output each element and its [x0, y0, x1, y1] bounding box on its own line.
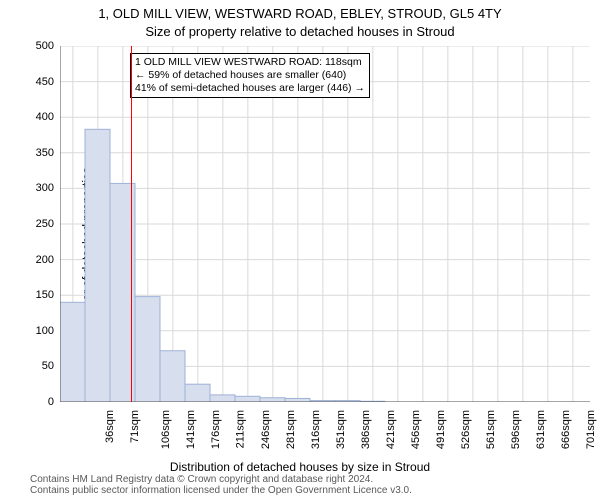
annotation-line-3: 41% of semi-detached houses are larger (…: [135, 82, 365, 95]
y-tick-label: 50: [24, 360, 54, 372]
x-tick-label: 596sqm: [510, 410, 522, 449]
x-tick-label: 106sqm: [160, 410, 172, 449]
x-tick-label: 281sqm: [285, 410, 297, 449]
annotation-box: 1 OLD MILL VIEW WESTWARD ROAD: 118sqm ← …: [130, 53, 370, 98]
y-tick-label: 250: [24, 218, 54, 230]
x-axis-label: Distribution of detached houses by size …: [0, 460, 600, 474]
x-tick-label: 386sqm: [360, 410, 372, 449]
y-tick-label: 400: [24, 111, 54, 123]
x-tick-label: 701sqm: [585, 410, 597, 449]
x-tick-label: 666sqm: [560, 410, 572, 449]
x-tick-label: 351sqm: [335, 410, 347, 449]
y-tick-label: 200: [24, 254, 54, 266]
y-tick-label: 0: [24, 396, 54, 408]
y-tick-label: 150: [24, 289, 54, 301]
reference-line: [131, 46, 132, 402]
x-tick-label: 561sqm: [485, 410, 497, 449]
y-tick-label: 350: [24, 147, 54, 159]
y-tick-label: 100: [24, 325, 54, 337]
x-tick-label: 316sqm: [310, 410, 322, 449]
y-tick-label: 450: [24, 76, 54, 88]
x-tick-label: 211sqm: [234, 410, 246, 448]
y-tick-label: 500: [24, 40, 54, 52]
chart-title: 1, OLD MILL VIEW, WESTWARD ROAD, EBLEY, …: [0, 6, 600, 21]
x-tick-label: 246sqm: [260, 410, 272, 449]
annotation-line-1: 1 OLD MILL VIEW WESTWARD ROAD: 118sqm: [135, 56, 365, 69]
x-tick-label: 456sqm: [410, 410, 422, 449]
x-tick-label: 631sqm: [535, 410, 547, 449]
attribution-text: Contains HM Land Registry data © Crown c…: [30, 474, 412, 496]
histogram-chart: 1, OLD MILL VIEW, WESTWARD ROAD, EBLEY, …: [0, 0, 600, 500]
x-tick-label: 141sqm: [185, 410, 197, 449]
y-tick-label: 300: [24, 182, 54, 194]
chart-subtitle: Size of property relative to detached ho…: [0, 24, 600, 39]
x-tick-label: 491sqm: [435, 410, 447, 449]
plot-area: [60, 46, 590, 402]
x-tick-label: 36sqm: [104, 410, 116, 443]
x-tick-label: 421sqm: [385, 410, 397, 449]
x-tick-label: 526sqm: [460, 410, 472, 449]
annotation-line-2: ← 59% of detached houses are smaller (64…: [135, 69, 365, 82]
x-tick-label: 176sqm: [210, 410, 222, 449]
x-tick-label: 71sqm: [129, 410, 141, 443]
